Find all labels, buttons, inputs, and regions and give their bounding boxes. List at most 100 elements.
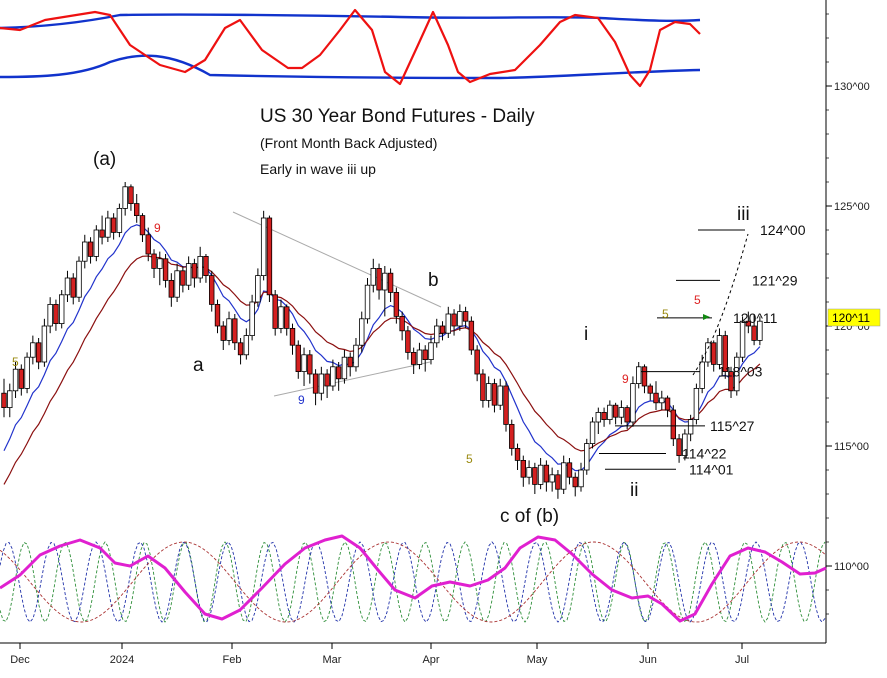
candle-body [272, 294, 278, 329]
candle-body [284, 306, 290, 329]
level-label: 118^03 [718, 364, 763, 380]
y-tick-label: 110^00 [834, 561, 869, 573]
level-label: 124^00 [760, 222, 806, 238]
candle-body [607, 404, 613, 421]
candle-body [682, 433, 688, 457]
candle-body [687, 419, 694, 435]
last-bar-marker [703, 314, 710, 320]
candle-body [514, 447, 521, 461]
ma-slow-line [3, 255, 761, 485]
candle-body [572, 476, 578, 488]
candle-body [387, 272, 394, 293]
count-marker: 9 [298, 393, 305, 407]
candle-body [491, 383, 498, 406]
wave-label-b: b [428, 270, 439, 291]
candle-body [128, 186, 134, 205]
candle-body [393, 291, 400, 317]
count-marker: 5 [694, 293, 701, 307]
candle-body [168, 279, 175, 298]
cycle-composite-line [0, 534, 827, 623]
candlesticks [1, 182, 763, 499]
x-tick-label: Jul [735, 654, 749, 666]
candle-body [232, 318, 238, 344]
x-tick-label: Mar [323, 654, 342, 666]
level-label: 121^29 [752, 272, 798, 288]
count-marker: 9 [154, 221, 161, 235]
candle-body [711, 342, 717, 365]
candle-body [226, 318, 232, 341]
target-levels: 124^00 121^29 120^11 118^03 115^27 114^22114^… [599, 222, 806, 477]
candle-body [566, 462, 573, 478]
candle-body [647, 385, 653, 394]
candle-body [376, 267, 382, 291]
wave-label-a-paren: (a) [93, 149, 116, 170]
candle-body [243, 335, 250, 356]
wave-label-c-of-b: c of (b) [500, 506, 559, 527]
candle-body [757, 320, 763, 341]
candle-body [116, 207, 123, 233]
candle-body [35, 342, 42, 363]
candle-body [87, 241, 94, 257]
candle-body [278, 306, 284, 329]
x-axis-ticks: Dec 2024 Feb Mar Apr May Jun Jul [10, 643, 749, 666]
candle-body [330, 366, 336, 387]
cycle-panel [0, 534, 827, 623]
candle-body [110, 217, 117, 233]
candle-body [520, 459, 526, 478]
candle-body [30, 342, 36, 358]
candle-body [370, 267, 376, 286]
candle-body [555, 474, 561, 490]
candle-body [18, 368, 25, 389]
candle-body [59, 294, 65, 324]
x-tick-label: Jun [639, 654, 657, 666]
candle-body [180, 270, 186, 286]
cycle-wave [0, 541, 826, 623]
projection-path [692, 233, 749, 376]
candle-body [624, 407, 630, 423]
candle-body [203, 255, 209, 276]
candle-body [439, 325, 446, 334]
candle-body [451, 313, 457, 327]
candle-body [422, 349, 428, 361]
candle-body [364, 284, 371, 320]
candle-body [353, 344, 359, 368]
candle-body [249, 301, 255, 336]
candle-body [162, 258, 169, 281]
chart-title: US 30 Year Bond Futures - Daily [260, 106, 535, 127]
lower-trendline [273, 361, 431, 397]
candle-body [428, 342, 434, 360]
x-tick-label: Apr [422, 654, 439, 666]
candle-body [295, 344, 301, 373]
y-tick-label: 125^00 [834, 201, 870, 213]
candle-body [7, 390, 13, 408]
candle-body [468, 320, 475, 351]
candle-body [53, 303, 59, 324]
last-price-badge [827, 308, 881, 327]
chart-subtitle: (Front Month Back Adjusted) [260, 135, 437, 151]
candle-body [359, 318, 365, 346]
candle-body [630, 383, 636, 423]
candle-body [526, 467, 532, 478]
x-tick-label: May [527, 654, 548, 666]
candle-body [70, 277, 76, 298]
candle-body [636, 366, 642, 384]
candle-body [382, 272, 388, 291]
candle-body [751, 325, 757, 341]
last-price-value: 120^11 [832, 311, 870, 325]
candle-body [289, 327, 296, 346]
candle-body [716, 335, 723, 365]
oscillator-panel [0, 8, 701, 88]
candle-body [174, 270, 180, 298]
candle-body [185, 263, 192, 286]
chart-note: Early in wave iii up [260, 161, 376, 177]
candle-body [191, 263, 198, 279]
candle-body [595, 411, 602, 423]
candle-body [64, 277, 71, 296]
candle-body [474, 349, 480, 375]
x-tick-label: Dec [10, 654, 30, 666]
level-label: 115^27 [710, 418, 755, 434]
candle-body [76, 260, 82, 298]
candle-body [47, 303, 53, 327]
